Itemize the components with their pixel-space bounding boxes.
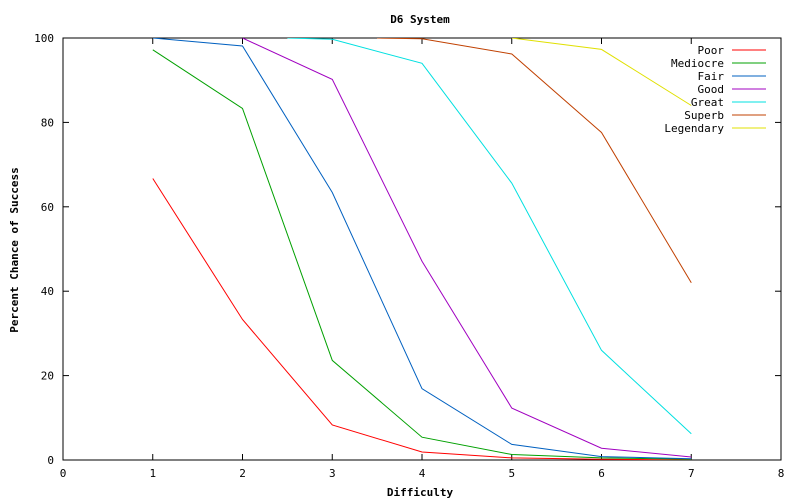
x-tick-label: 6 (598, 467, 605, 480)
series-line-superb (377, 38, 692, 284)
x-tick-label: 7 (688, 467, 695, 480)
y-tick-label: 80 (41, 116, 54, 129)
x-tick-label: 0 (60, 467, 67, 480)
legend-label: Mediocre (671, 57, 724, 70)
x-tick-label: 1 (149, 467, 156, 480)
legend-label: Poor (698, 44, 725, 57)
plot-frame (62, 37, 782, 461)
x-tick-label: 4 (419, 467, 426, 480)
legend-label: Fair (698, 70, 725, 83)
x-tick-label: 3 (329, 467, 336, 480)
chart-title: D6 System (390, 13, 450, 26)
series-line-great (287, 38, 692, 435)
y-tick-label: 0 (47, 454, 54, 467)
x-tick-label: 2 (239, 467, 246, 480)
x-tick-label: 5 (508, 467, 515, 480)
y-tick-label: 40 (41, 285, 54, 298)
y-axis-label: Percent Chance of Success (8, 167, 21, 333)
series-line-legendary (511, 38, 692, 106)
y-tick-label: 100 (34, 32, 54, 45)
series-line-mediocre (152, 49, 692, 460)
x-tick-label: 8 (778, 467, 785, 480)
legend-label: Great (691, 96, 724, 109)
plot-area: 0 1 2 3 4 5 6 7 8020406080100PoorMediocreFairGoo… (34, 32, 784, 480)
series-line-fair (152, 38, 692, 460)
legend-label: Good (698, 83, 725, 96)
series-line-poor (152, 178, 692, 460)
y-tick-label: 60 (41, 201, 54, 214)
legend-label: Legendary (664, 122, 724, 135)
y-tick-label: 20 (41, 370, 54, 383)
x-axis-label: Difficulty (387, 486, 454, 499)
legend-label: Superb (684, 109, 724, 122)
series-line-good (242, 38, 692, 458)
